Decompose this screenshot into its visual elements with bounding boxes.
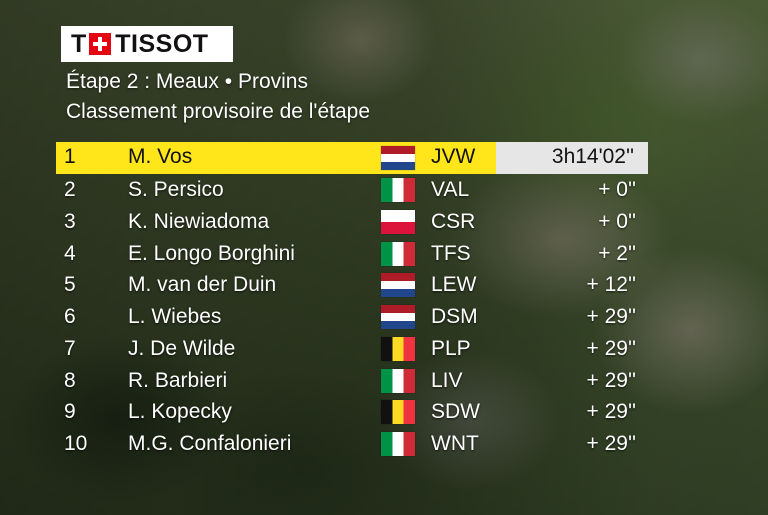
swiss-cross-icon — [89, 33, 112, 55]
rank: 4 — [64, 242, 76, 265]
tissot-logo: T TISSOT — [61, 26, 233, 62]
team-code: TFS — [431, 242, 471, 265]
italy-flag-icon — [381, 178, 415, 202]
rider-name: L. Wiebes — [128, 305, 222, 328]
rank: 8 — [64, 369, 76, 392]
netherlands-flag-icon — [381, 305, 415, 329]
rank: 10 — [64, 432, 88, 455]
time-gap: + 0'' — [598, 178, 636, 201]
stage-title: Étape 2 : Meaux • Provins — [66, 70, 308, 93]
standings-row: 3 K. Niewiadoma CSR + 0'' — [0, 207, 768, 239]
rank: 6 — [64, 305, 76, 328]
standings-row: 9 L. Kopecky SDW + 29'' — [0, 397, 768, 429]
rank: 1 — [64, 145, 76, 168]
rank: 7 — [64, 337, 76, 360]
italy-flag-icon — [381, 432, 415, 456]
time-gap: + 29'' — [586, 432, 636, 455]
leader-row: 1 M. Vos JVW 3h14'02'' — [56, 142, 648, 174]
italy-flag-icon — [381, 369, 415, 393]
time-gap: + 12'' — [586, 273, 636, 296]
belgium-flag-icon — [381, 337, 415, 361]
rider-name: E. Longo Borghini — [128, 242, 295, 265]
poland-flag-icon — [381, 210, 415, 234]
team-code: LEW — [431, 273, 477, 296]
time-gap: + 29'' — [586, 337, 636, 360]
rider-name: M. Vos — [128, 145, 193, 168]
rider-name: J. De Wilde — [128, 337, 236, 360]
belgium-flag-icon — [381, 400, 415, 424]
team-code: SDW — [431, 400, 480, 423]
standings-row: 2 S. Persico VAL + 0'' — [0, 175, 768, 207]
rank: 5 — [64, 273, 76, 296]
time-gap: + 29'' — [586, 305, 636, 328]
logo-t-letter: T — [71, 29, 86, 58]
team-code: CSR — [431, 210, 476, 233]
standings-row: 7 J. De Wilde PLP + 29'' — [0, 334, 768, 366]
team-code: VAL — [431, 178, 470, 201]
netherlands-flag-icon — [381, 273, 415, 297]
rider-name: S. Persico — [128, 178, 224, 201]
team-code: WNT — [431, 432, 479, 455]
finish-time: 3h14'02'' — [551, 145, 634, 168]
time-gap: + 2'' — [598, 242, 636, 265]
rank: 9 — [64, 400, 76, 423]
team-code: JVW — [431, 145, 476, 168]
italy-flag-icon — [381, 242, 415, 266]
leader-time-box: 3h14'02'' — [496, 142, 648, 174]
standings-row: 5 M. van der Duin LEW + 12'' — [0, 270, 768, 302]
rider-name: M. van der Duin — [128, 273, 277, 296]
rider-name: L. Kopecky — [128, 400, 232, 423]
team-code: LIV — [431, 369, 463, 392]
standings-row: 8 R. Barbieri LIV + 29'' — [0, 366, 768, 398]
time-gap: + 29'' — [586, 400, 636, 423]
time-gap: + 0'' — [598, 210, 636, 233]
logo-wordmark: TISSOT — [115, 29, 209, 58]
netherlands-flag-icon — [381, 146, 415, 170]
standings-row: 6 L. Wiebes DSM + 29'' — [0, 302, 768, 334]
rank: 3 — [64, 210, 76, 233]
time-gap: + 29'' — [586, 369, 636, 392]
standings-row: 4 E. Longo Borghini TFS + 2'' — [0, 239, 768, 271]
rider-name: M.G. Confalonieri — [128, 432, 292, 455]
standings-row: 10 M.G. Confalonieri WNT + 29'' — [0, 429, 768, 461]
rider-name: K. Niewiadoma — [128, 210, 270, 233]
team-code: PLP — [431, 337, 471, 360]
rank: 2 — [64, 178, 76, 201]
standings-subtitle: Classement provisoire de l'étape — [66, 100, 370, 123]
rider-name: R. Barbieri — [128, 369, 228, 392]
team-code: DSM — [431, 305, 478, 328]
leader-yellow-bar: 1 M. Vos JVW — [56, 142, 496, 174]
